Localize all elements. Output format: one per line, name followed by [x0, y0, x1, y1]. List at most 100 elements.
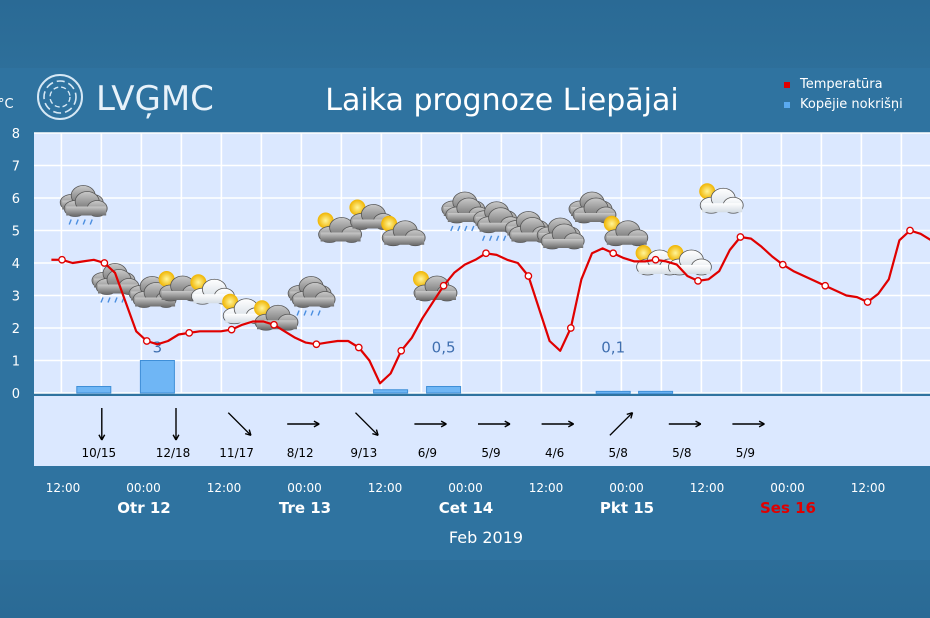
- legend-label: Kopējie nokrišņi: [800, 97, 903, 112]
- temperature-point: [482, 249, 490, 258]
- wind-label: 9/13: [350, 446, 377, 460]
- cloud-rain-icon: [287, 276, 336, 316]
- dark-clouds-icon: [536, 217, 585, 250]
- precip-label: 0,1: [601, 339, 625, 357]
- temperature-point: [566, 324, 575, 332]
- temperature-point: [863, 298, 872, 306]
- legend-swatch: [784, 102, 790, 108]
- y-axis-unit: °C: [0, 97, 14, 112]
- temperature-point: [778, 260, 787, 269]
- day-label: Pkt 15: [600, 499, 654, 517]
- wind-arrow-icon: [541, 420, 574, 428]
- sun-dark-cloud-icon: [158, 271, 204, 302]
- logo: LVĢMC: [37, 74, 214, 120]
- day-label: Ses 16: [760, 499, 816, 517]
- precip-bar: [373, 389, 409, 394]
- temperature-point: [694, 277, 702, 285]
- legend-label: Temperatūra: [799, 77, 883, 92]
- wind-arrow-icon: [732, 420, 765, 428]
- temperature-point: [651, 255, 660, 264]
- weather-icons: [59, 183, 744, 331]
- x-axis: 12:00 00:00 12:00 00:00 12:00 00:00 12:00 00:00…: [46, 481, 886, 517]
- x-tick-label: 00:00: [448, 481, 483, 495]
- y-tick-label: 0: [12, 387, 20, 402]
- legend-swatch: [784, 82, 790, 88]
- wind-label: 5/9: [481, 446, 500, 460]
- chart-title: Laika prognoze Liepājai: [325, 83, 678, 118]
- y-tick-label: 8: [12, 127, 20, 142]
- y-tick-label: 2: [12, 322, 20, 337]
- x-tick-label: 00:00: [609, 481, 644, 495]
- y-tick-label: 5: [12, 225, 20, 240]
- precipitation-bars: 3 0,5 0,1: [76, 339, 674, 394]
- wind-arrow-icon: [414, 420, 447, 428]
- wind-label: 10/15: [82, 446, 117, 460]
- temperature-point: [312, 340, 321, 349]
- y-tick-label: 4: [12, 257, 20, 272]
- y-tick-label: 3: [12, 290, 20, 305]
- temperature-point: [524, 272, 533, 280]
- wind-label: 11/17: [219, 446, 254, 460]
- sun-dark-cloud-icon: [381, 215, 426, 247]
- temperature-point: [142, 337, 151, 345]
- temperature-point: [397, 346, 406, 355]
- temperature-point: [439, 281, 448, 290]
- precip-bar: [426, 386, 462, 394]
- temperature-point: [821, 281, 830, 290]
- wind-band: [34, 396, 930, 466]
- x-tick-label: 12:00: [851, 481, 886, 495]
- precip-bar: [139, 360, 175, 394]
- x-tick-label: 00:00: [287, 481, 322, 495]
- precip-label: 3: [153, 339, 163, 357]
- cloud-rain-icon: [59, 185, 108, 225]
- x-tick-label: 12:00: [368, 481, 403, 495]
- temperature-point: [270, 320, 278, 329]
- sun-dark-cloud-icon: [317, 212, 363, 243]
- wind-label: 5/9: [736, 446, 755, 460]
- x-tick-label: 12:00: [529, 481, 564, 495]
- cloud-rain-icon: [441, 191, 490, 232]
- temperature-point: [736, 233, 745, 241]
- day-label: Cet 14: [439, 499, 493, 517]
- wind-arrow-icon: [478, 420, 511, 428]
- temperature-point: [227, 325, 236, 334]
- x-tick-label: 00:00: [126, 481, 161, 495]
- wind-arrow-icon: [227, 412, 252, 436]
- wind-label: 5/8: [672, 446, 691, 460]
- precip-bar: [638, 390, 674, 394]
- wind-arrow-icon: [354, 412, 379, 436]
- logo-text: LVĢMC: [96, 79, 214, 119]
- wind-arrow-icon: [98, 408, 106, 441]
- x-axis-label: Feb 2019: [449, 528, 523, 547]
- wind-label: 5/8: [609, 446, 628, 460]
- y-tick-label: 6: [12, 192, 20, 207]
- y-tick-label: 1: [12, 355, 20, 370]
- legend: Temperatūra Kopējie nokrišņi: [784, 77, 903, 112]
- temperature-line: [51, 229, 930, 385]
- temperature-point: [906, 226, 914, 235]
- wind-arrow-icon: [287, 420, 320, 428]
- temperature-point: [58, 255, 66, 264]
- x-tick-label: 00:00: [770, 481, 805, 495]
- dark-clouds-icon: [568, 191, 617, 224]
- day-label: Otr 12: [117, 499, 170, 517]
- precip-bar: [76, 386, 112, 394]
- x-tick-label: 12:00: [46, 481, 81, 495]
- wind-arrow-icon: [172, 408, 180, 441]
- wind-label: 4/6: [545, 446, 564, 460]
- x-tick-label: 12:00: [690, 481, 725, 495]
- y-tick-label: 7: [12, 160, 20, 175]
- wind-label: 12/18: [156, 446, 191, 460]
- temperature-point: [354, 343, 363, 352]
- temperature-point: [609, 249, 618, 258]
- wind-label: 8/12: [287, 446, 314, 460]
- temperature-point: [100, 259, 109, 267]
- x-tick-label: 12:00: [207, 481, 242, 495]
- dark-clouds-icon: [505, 211, 553, 243]
- sun-white-cloud-icon: [699, 183, 744, 214]
- day-label: Tre 13: [279, 499, 331, 517]
- wind-label: 6/9: [418, 446, 437, 460]
- wind-row: 10/15 12/18 11/17 8/12 9/13 6/9 5/9 4/6 5/8 5/8 5/…: [82, 408, 765, 460]
- temperature-series: [51, 226, 930, 385]
